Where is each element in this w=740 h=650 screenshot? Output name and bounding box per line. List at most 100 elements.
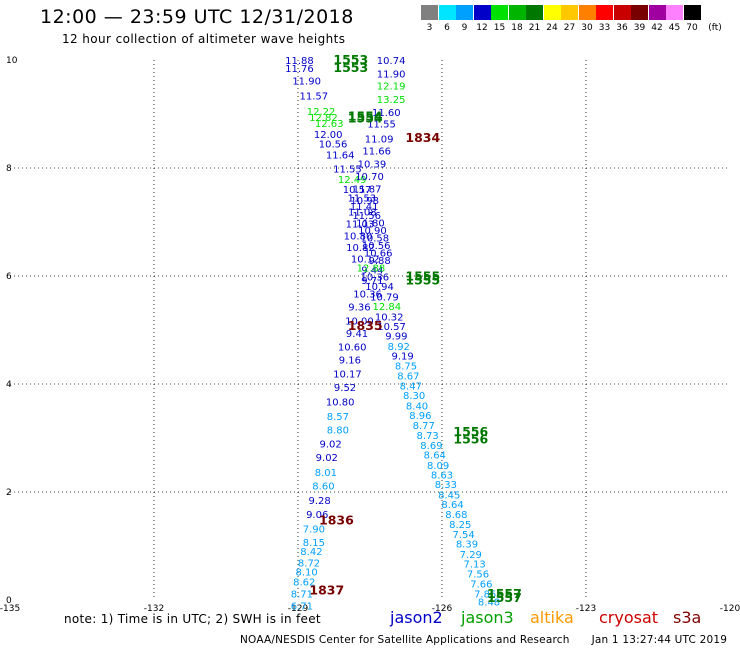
jason3-wave-height: 7.66 bbox=[470, 580, 492, 591]
jason2-wave-height: 10.36 bbox=[353, 290, 382, 301]
pass-time-label: 1555 bbox=[405, 268, 440, 283]
pass-time-label: 1553 bbox=[333, 60, 368, 75]
jason2-wave-height: 9.71 bbox=[361, 276, 383, 287]
jason3-wave-height: 10.12 bbox=[351, 255, 380, 266]
color-swatch-label: 21 bbox=[528, 23, 541, 33]
color-swatch-label: 33 bbox=[598, 23, 611, 33]
jason2-wave-height: 8.42 bbox=[300, 547, 322, 558]
color-swatch bbox=[596, 5, 613, 20]
jason3-wave-height: 8.47 bbox=[400, 381, 422, 392]
jason2-wave-height: 8.10 bbox=[296, 568, 318, 579]
jason3-wave-height: 7.13 bbox=[464, 560, 486, 571]
chart-title: 12:00 — 23:59 UTC 12/31/2018 bbox=[40, 6, 354, 28]
color-swatch-label: 24 bbox=[546, 23, 558, 33]
units-note: note: 1) Time is in UTC; 2) SWH is in fe… bbox=[64, 612, 321, 626]
jason2-wave-height: 11.76 bbox=[285, 64, 314, 75]
legend-s3a: s3a bbox=[673, 608, 702, 627]
color-swatch bbox=[508, 5, 526, 20]
jason2-wave-height: 11.88 bbox=[285, 56, 314, 67]
jason2-wave-height: 11.90 bbox=[292, 76, 321, 87]
jason3-wave-height: 11.08 bbox=[348, 208, 377, 219]
pass-time-label: 1554 bbox=[348, 108, 383, 123]
jason2-wave-height: 8.62 bbox=[293, 577, 315, 588]
jason2-wave-height: 12.22 bbox=[307, 107, 336, 118]
pass-time-label: 1556 bbox=[453, 431, 488, 446]
y-tick-label: 8 bbox=[6, 164, 12, 174]
color-swatch bbox=[543, 5, 561, 20]
jason2-wave-height: 8.15 bbox=[303, 538, 325, 549]
jason3-wave-height: 8.09 bbox=[427, 461, 449, 472]
color-swatch bbox=[456, 5, 473, 20]
color-swatch-label: 36 bbox=[616, 23, 628, 33]
color-swatch-label: 27 bbox=[563, 23, 576, 33]
pass-time-label: 1555 bbox=[405, 273, 440, 288]
jason3-wave-height: 12.19 bbox=[377, 82, 406, 93]
color-swatch-label: 45 bbox=[668, 23, 681, 33]
footer-agency: NOAA/NESDIS Center for Satellite Applica… bbox=[240, 634, 570, 646]
jason3-wave-height: 8.30 bbox=[403, 391, 425, 402]
jason2-wave-height: 9.16 bbox=[339, 355, 361, 366]
jason3-wave-height: 8.63 bbox=[431, 471, 453, 482]
color-scale-unit: (ft) bbox=[708, 23, 722, 33]
y-tick-label: 2 bbox=[6, 488, 12, 498]
jason2-wave-height: 12.00 bbox=[314, 130, 343, 141]
color-swatch-label: 18 bbox=[511, 23, 523, 33]
jason2-wave-height: 12.63 bbox=[315, 119, 344, 130]
color-swatch bbox=[613, 5, 631, 20]
jason2-wave-height: 12.49 bbox=[338, 175, 367, 186]
jason2-wave-height: 11.53 bbox=[348, 193, 377, 204]
jason2-wave-height: 9.44 bbox=[361, 265, 383, 276]
jason2-wave-height: 9.52 bbox=[334, 383, 356, 394]
jason2-wave-height: 10.90 bbox=[358, 226, 387, 237]
legend-jason2: jason2 bbox=[390, 608, 443, 627]
jason3-wave-height: 7.56 bbox=[467, 569, 489, 580]
color-swatch-label: 15 bbox=[493, 23, 506, 33]
jason2-wave-height: 8.01 bbox=[315, 468, 337, 479]
jason3-wave-height: 8.75 bbox=[395, 361, 417, 372]
jason2-wave-height: 10.17 bbox=[333, 370, 362, 381]
x-tick-label: -129 bbox=[288, 604, 309, 614]
jason2-wave-height: 9.28 bbox=[308, 496, 330, 507]
color-swatch-label: 12 bbox=[476, 23, 488, 33]
legend-cryosat: cryosat bbox=[599, 608, 659, 627]
jason2-wave-height: 11.41 bbox=[350, 202, 379, 213]
jason3-wave-height: 8.73 bbox=[416, 431, 438, 442]
jason3-wave-height: 10.74 bbox=[377, 56, 406, 67]
jason2-wave-height: 6.71 bbox=[291, 602, 313, 613]
x-tick-label: -126 bbox=[432, 604, 453, 614]
jason2-wave-height: 8.60 bbox=[312, 481, 334, 492]
y-tick-label: 0 bbox=[6, 596, 12, 606]
jason3-wave-height: 11.60 bbox=[372, 108, 401, 119]
jason2-wave-height: 11.56 bbox=[352, 211, 381, 222]
jason2-wave-height: 9.02 bbox=[316, 453, 338, 464]
color-swatch bbox=[683, 5, 701, 20]
legend-altika: altika bbox=[530, 608, 574, 627]
jason2-wave-height: 10.80 bbox=[326, 398, 355, 409]
satellite-legend: note: 1) Time is in UTC; 2) SWH is in fe… bbox=[0, 608, 740, 632]
jason2-wave-height: 9.41 bbox=[346, 329, 368, 340]
jason3-wave-height: 8.39 bbox=[456, 540, 478, 551]
color-swatch bbox=[666, 5, 683, 20]
pass-time-label: 1836 bbox=[319, 512, 354, 527]
x-tick-label: -120 bbox=[720, 604, 740, 614]
y-tick-label: 10 bbox=[6, 56, 18, 66]
jason3-wave-height: 8.25 bbox=[449, 520, 471, 531]
jason2-wave-height: 11.57 bbox=[300, 91, 329, 102]
jason3-wave-height: 10.79 bbox=[370, 292, 399, 303]
chart-subtitle: 12 hour collection of altimeter wave hei… bbox=[62, 32, 346, 46]
jason3-wave-height: 11.66 bbox=[362, 147, 391, 158]
jason3-wave-height: 8.67 bbox=[397, 372, 419, 383]
jason3-wave-height: 10.39 bbox=[358, 159, 387, 170]
jason2-wave-height: 11.55 bbox=[333, 164, 362, 175]
jason3-wave-height: 11.55 bbox=[367, 120, 396, 131]
jason2-wave-height: 9.36 bbox=[348, 303, 370, 314]
footer-timestamp: Jan 1 13:27:44 UTC 2019 bbox=[591, 634, 728, 646]
jason2-wave-height: 8.57 bbox=[327, 412, 349, 423]
color-swatch-label: 39 bbox=[633, 23, 646, 33]
x-tick-label: -123 bbox=[576, 604, 596, 614]
color-swatch bbox=[438, 5, 456, 20]
jason3-wave-height: 11.09 bbox=[365, 135, 394, 146]
color-swatch bbox=[421, 5, 438, 20]
color-swatch-label: 42 bbox=[651, 23, 663, 33]
jason3-wave-height: 8.64 bbox=[424, 451, 446, 462]
